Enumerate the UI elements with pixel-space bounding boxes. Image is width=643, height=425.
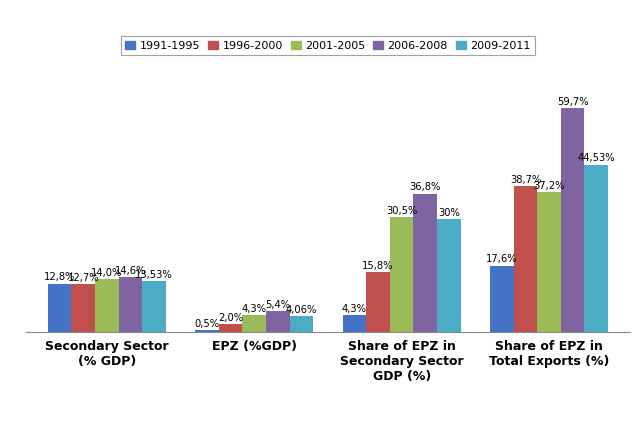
- Text: 2,0%: 2,0%: [218, 313, 243, 323]
- Text: 15,8%: 15,8%: [362, 261, 394, 271]
- Bar: [413, 193, 437, 332]
- Bar: [219, 324, 242, 332]
- Bar: [142, 281, 166, 332]
- Text: 38,7%: 38,7%: [510, 175, 541, 185]
- Bar: [514, 187, 538, 332]
- Text: 59,7%: 59,7%: [557, 96, 588, 107]
- Legend: 1991-1995, 1996-2000, 2001-2005, 2006-2008, 2009-2011: 1991-1995, 1996-2000, 2001-2005, 2006-20…: [121, 36, 535, 55]
- Bar: [367, 272, 390, 332]
- Text: 0,5%: 0,5%: [194, 318, 220, 329]
- Text: 37,2%: 37,2%: [533, 181, 565, 191]
- Text: 44,53%: 44,53%: [577, 153, 615, 163]
- Text: 4,3%: 4,3%: [242, 304, 267, 314]
- Text: 30,5%: 30,5%: [386, 206, 417, 216]
- Bar: [266, 311, 289, 332]
- Text: 5,4%: 5,4%: [266, 300, 291, 310]
- Text: 30%: 30%: [438, 208, 460, 218]
- Bar: [343, 315, 367, 332]
- Bar: [95, 279, 118, 332]
- Bar: [584, 164, 608, 332]
- Text: 17,6%: 17,6%: [486, 255, 518, 264]
- Bar: [289, 316, 313, 332]
- Bar: [538, 192, 561, 332]
- Bar: [242, 315, 266, 332]
- Bar: [48, 283, 71, 332]
- Text: 4,06%: 4,06%: [285, 305, 317, 315]
- Text: 4,3%: 4,3%: [342, 304, 367, 314]
- Text: 14,6%: 14,6%: [114, 266, 146, 276]
- Text: 36,8%: 36,8%: [410, 182, 441, 193]
- Text: 12,8%: 12,8%: [44, 272, 75, 282]
- Bar: [195, 330, 219, 332]
- Text: 13,53%: 13,53%: [135, 269, 173, 280]
- Bar: [437, 219, 460, 332]
- Bar: [71, 284, 95, 332]
- Bar: [490, 266, 514, 332]
- Bar: [118, 277, 142, 332]
- Bar: [390, 217, 413, 332]
- Text: 12,7%: 12,7%: [68, 273, 99, 283]
- Text: 14,0%: 14,0%: [91, 268, 122, 278]
- Bar: [561, 108, 584, 332]
